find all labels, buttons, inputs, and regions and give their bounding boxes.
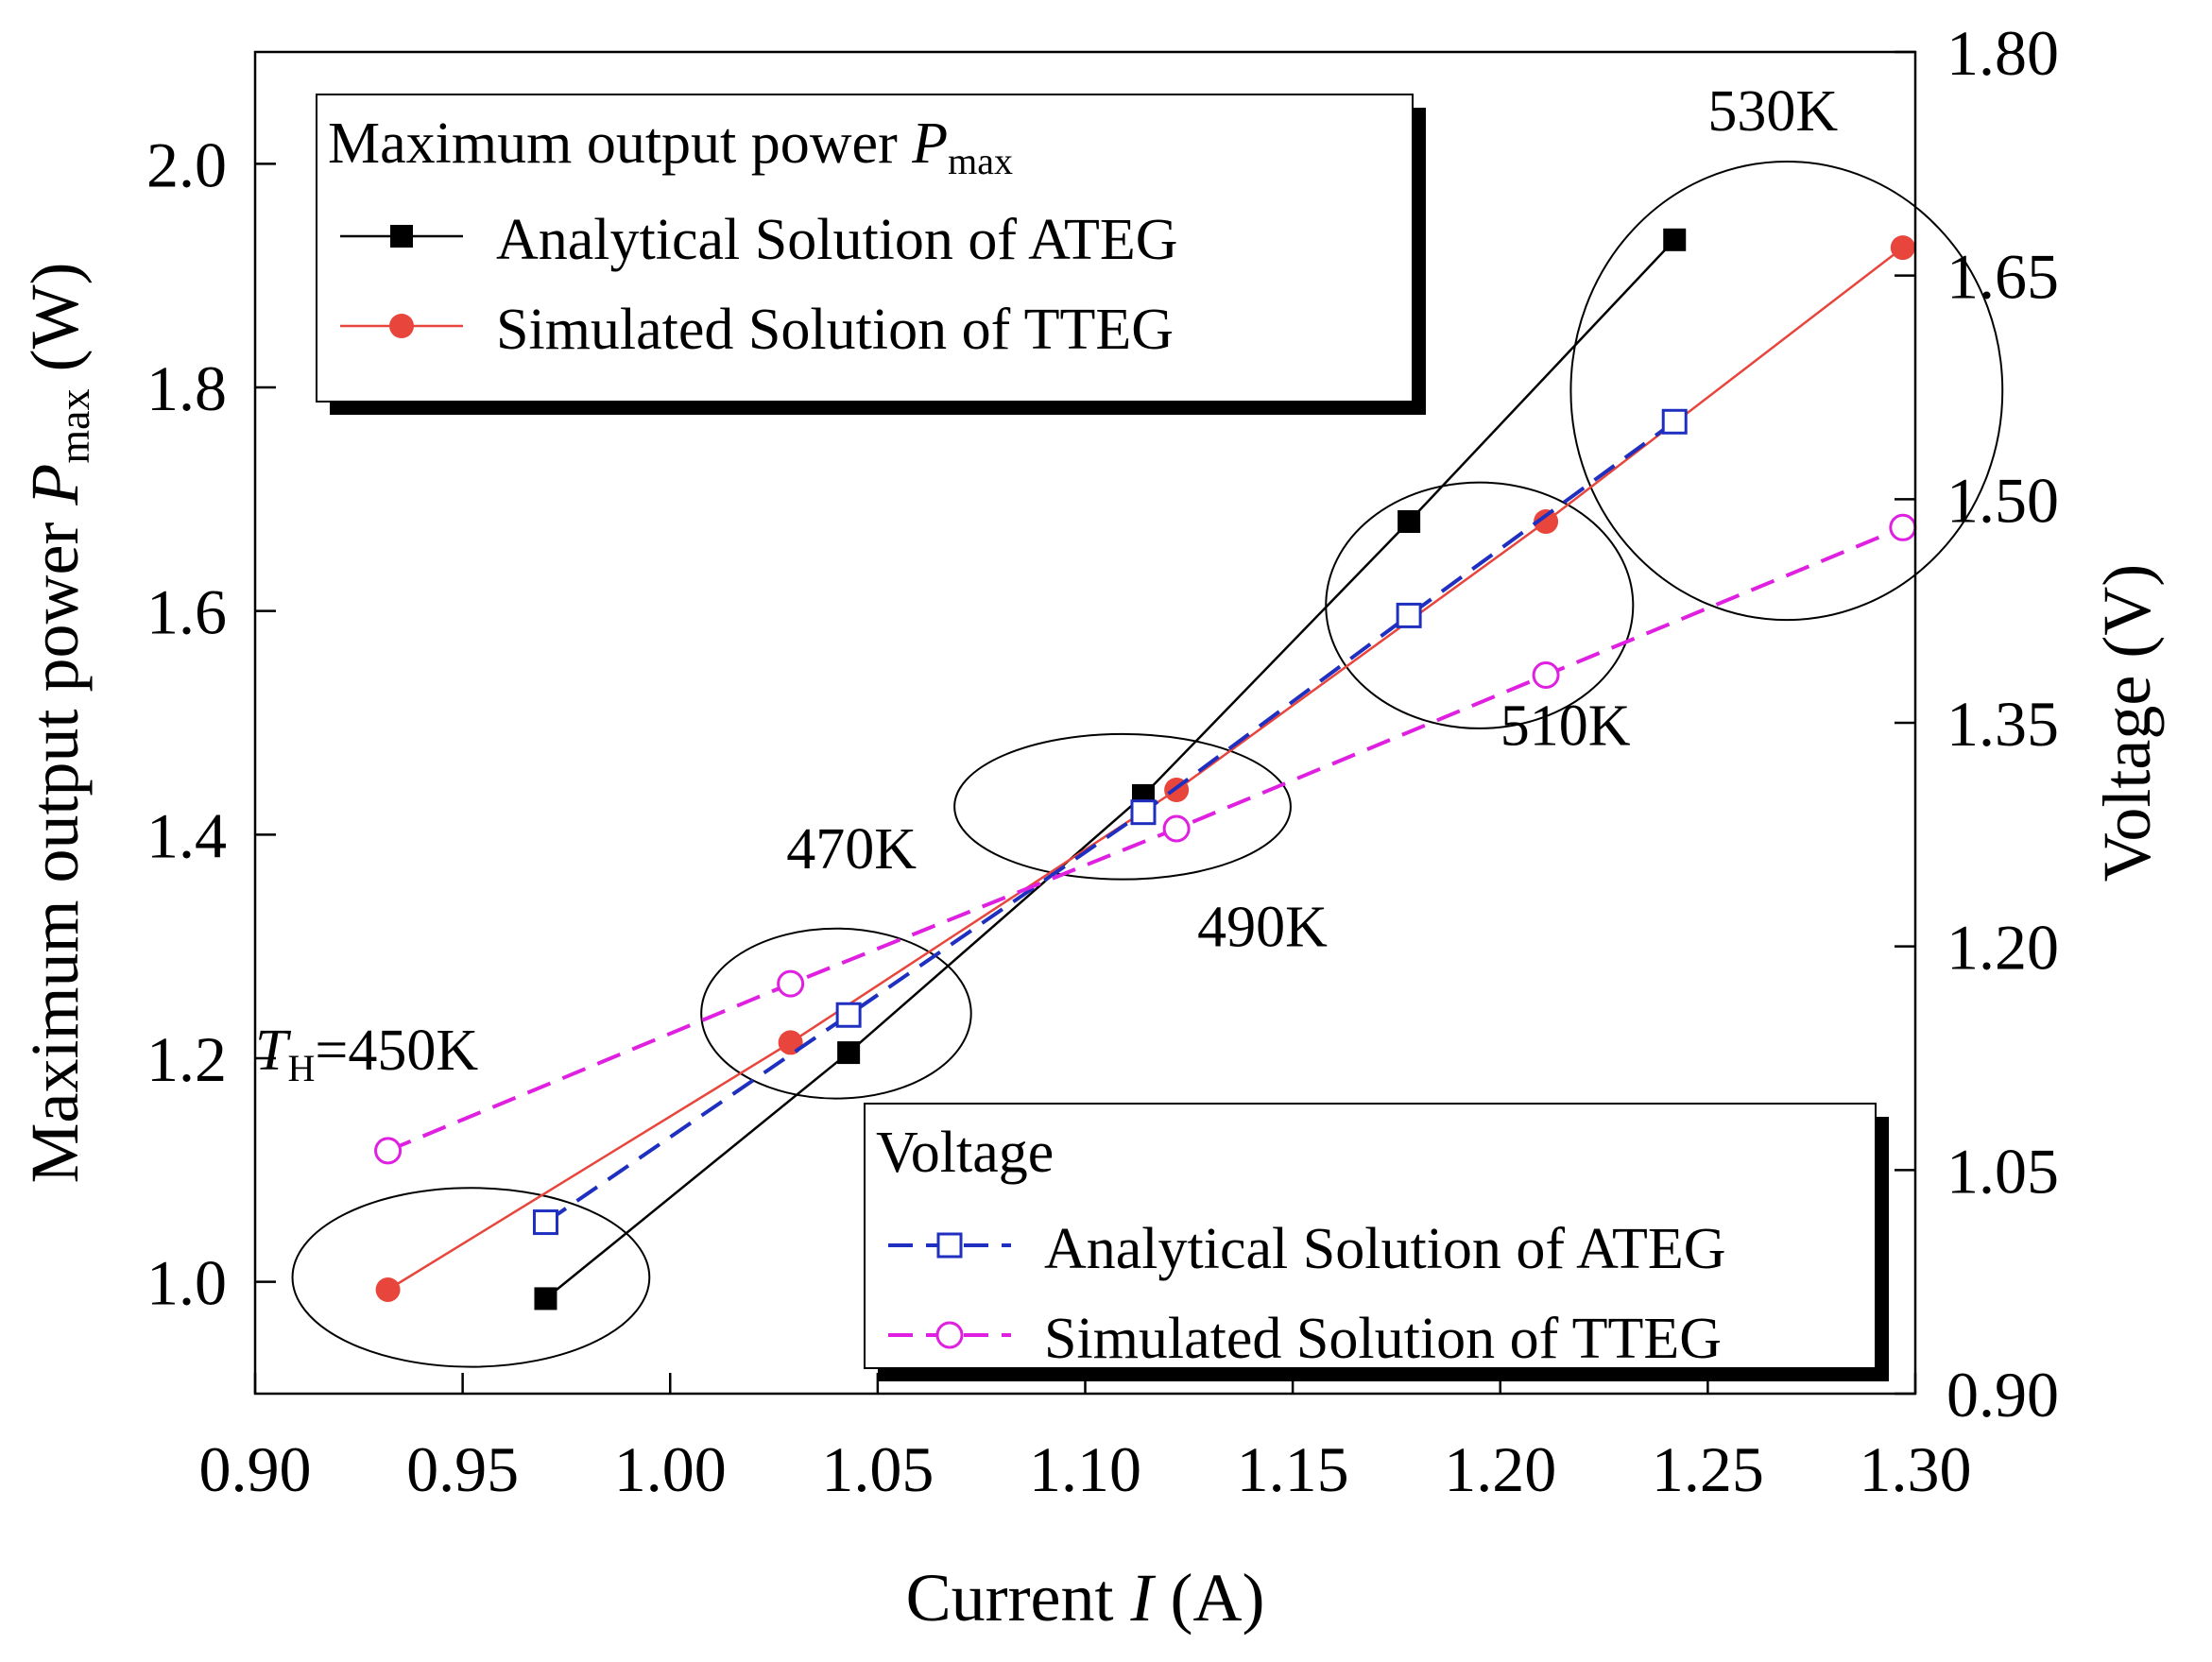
y-left-tick-label: 1.2 [146,1023,227,1095]
x-axis-title: Current I (A) [906,1560,1265,1636]
y-left-tick-label: 1.8 [146,352,227,424]
annotation-label: TH=450K [255,1019,478,1089]
y-right-tick-label: 0.90 [1946,1359,2059,1431]
x-tick-label: 1.15 [1237,1433,1349,1505]
legend-box [316,94,1414,403]
legend-marker-simulated-solution-of-tteg [935,1321,964,1349]
y-right-tick-label: 1.50 [1946,464,2059,536]
ellipse-470k [700,927,972,1100]
legend-top-left: Maximum output power Pmax Analytical Solu… [316,94,1426,415]
data-point-power-simulated-solution-of-tteg [778,1030,803,1055]
annotation-layer: TH=450K 470K 490K 510K 530K [255,79,1838,1089]
data-point-voltage-analytical-solution-of-ateg [1396,602,1422,628]
series-line-voltage-analytical-solution-of-ateg [544,420,1676,1225]
data-point-power-simulated-solution-of-tteg [375,1276,401,1302]
annotation-label: 490K [1197,896,1328,960]
legend-layer: Maximum output power Pmax Analytical Solu… [316,94,1889,1381]
legend-bottom-right: Voltage Analytical Solution of ATEG Simula… [864,1103,1889,1381]
legend-marker-analytical-solution-of-ateg [390,225,413,248]
y-left-tick-label: 2.0 [146,129,227,200]
legend-box [864,1103,1877,1369]
data-point-voltage-analytical-solution-of-ateg [835,1002,862,1028]
data-point-power-simulated-solution-of-tteg [1534,509,1559,534]
annotation-label: 530K [1707,79,1838,144]
data-point-power-simulated-solution-of-tteg [1890,235,1915,261]
data-point-voltage-analytical-solution-of-ateg [1661,408,1688,435]
y-right-axis-title: Voltage (V) [2089,564,2165,882]
x-tick-label: 1.00 [614,1433,727,1505]
axes-layer: 0.90 0.95 1.00 1.05 1.10 1.15 1.20 1.25 1.30 1.0 1… [146,17,2059,1505]
x-tick-label: 1.25 [1652,1433,1764,1505]
legend-entry-label: Analytical Solution of ATEG [1044,1217,1726,1281]
ellipse-layer [291,160,2004,1368]
y-left-axis-title: Maximum output power Pmax (W) [17,262,98,1183]
ellipse-490k [953,732,1292,881]
legend-entry-label: Simulated Solution of TTEG [496,298,1174,362]
annotation-label: 470K [786,817,917,882]
axis-title-layer: Current I (A) Maximum output power Pmax (… [17,262,2165,1636]
x-tick-label: 0.95 [406,1433,519,1505]
data-point-power-analytical-solution-of-ateg [534,1287,557,1311]
y-left-tick-label: 1.4 [146,799,227,871]
data-point-power-analytical-solution-of-ateg [1398,510,1421,533]
series-layer [374,228,1917,1311]
x-tick-label: 1.30 [1860,1433,1972,1505]
data-point-voltage-simulated-solution-of-tteg [777,969,805,998]
data-point-power-analytical-solution-of-ateg [1663,228,1687,251]
data-point-voltage-analytical-solution-of-ateg [532,1209,558,1236]
data-point-power-analytical-solution-of-ateg [837,1041,861,1065]
y-right-tick-label: 1.65 [1946,241,2059,313]
series-line-voltage-simulated-solution-of-tteg [386,525,1904,1153]
ellipse-530k [1569,160,2004,622]
data-point-voltage-analytical-solution-of-ateg [1130,799,1157,826]
x-tick-label: 1.10 [1029,1433,1141,1505]
y-right-tick-label: 1.20 [1946,912,2059,984]
y-left-tick-label: 1.0 [146,1247,227,1319]
y-right-tick-label: 1.80 [1946,17,2059,89]
ellipse-450k [291,1187,651,1368]
y-right-tick-label: 1.05 [1946,1135,2059,1207]
legend-marker-simulated-solution-of-tteg [389,314,414,338]
x-tick-label: 0.90 [199,1433,312,1505]
x-tick-label: 1.20 [1444,1433,1556,1505]
legend-entry-label: Analytical Solution of ATEG [496,208,1178,272]
y-left-tick-label: 1.6 [146,576,227,648]
legend-title: Maximum output power Pmax [328,111,1013,182]
data-point-voltage-simulated-solution-of-tteg [1162,814,1191,843]
ellipse-510k [1325,481,1635,729]
annotation-label: 510K [1500,694,1631,759]
legend-entry-label: Simulated Solution of TTEG [1044,1307,1722,1371]
data-point-voltage-simulated-solution-of-tteg [1532,661,1560,690]
legend-marker-analytical-solution-of-ateg [936,1232,963,1259]
x-tick-label: 1.05 [821,1433,934,1505]
legend-title: Voltage [876,1121,1054,1185]
y-right-tick-label: 1.35 [1946,688,2059,760]
data-point-voltage-simulated-solution-of-tteg [374,1137,403,1165]
data-point-voltage-simulated-solution-of-tteg [1889,513,1917,541]
